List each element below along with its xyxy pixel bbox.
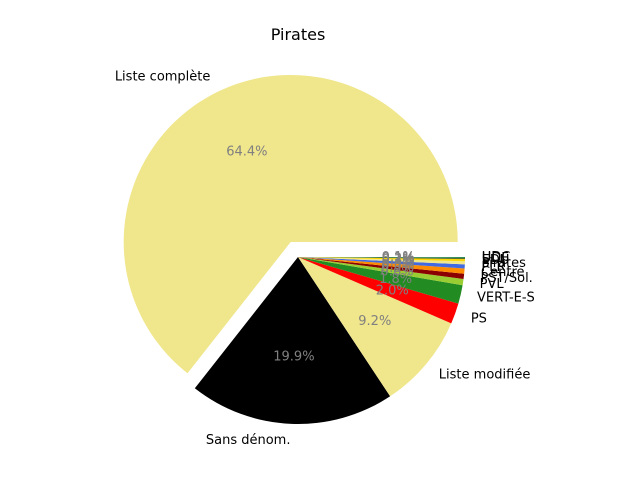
pie-slice-1 — [194, 257, 391, 424]
pie-slices — [123, 74, 465, 424]
slice-label-3: PS — [471, 312, 487, 327]
slice-label-1: Sans dénom. — [206, 433, 291, 448]
slice-percent-3: 2.0% — [376, 283, 409, 298]
pie-slice-4 — [298, 257, 463, 304]
pie-labels: Liste complète Sans dénom. Liste modifiée P… — [115, 69, 535, 448]
pie-slice-10 — [298, 257, 465, 262]
slice-label-5: PVL — [480, 277, 505, 292]
slice-label-7: Centre — [481, 265, 524, 280]
slice-label-12: UDC — [482, 250, 511, 265]
pie-slice-11 — [298, 257, 465, 260]
slice-percent-12: 0.1% — [382, 250, 415, 265]
slice-label-11: UDF — [482, 251, 509, 266]
slice-percent-4: 1.8% — [379, 272, 412, 287]
slice-percent-9: 0.3% — [382, 253, 415, 268]
slice-percent-5: 0.6% — [381, 265, 414, 280]
slice-label-4: VERT-E-S — [477, 291, 535, 306]
pie-percent-labels: 64.4%19.9%9.2%2.0%1.8%0.6%0.5%0.5%0.4%0.… — [226, 144, 414, 364]
slice-label-2: Liste modifiée — [439, 367, 531, 382]
chart-title: Pirates — [271, 25, 326, 44]
pie-slice-9 — [298, 257, 465, 265]
slice-label-8: PLR — [481, 260, 505, 275]
slice-percent-1: 19.9% — [273, 350, 314, 365]
slice-percent-8: 0.4% — [382, 255, 415, 270]
slice-percent-11: 0.1% — [382, 250, 415, 265]
pie-slice-2 — [298, 257, 452, 397]
slice-percent-0: 64.4% — [226, 144, 267, 159]
slice-label-6: PST/Sol. — [480, 271, 532, 286]
pie-slice-6 — [298, 257, 465, 279]
pie-slice-5 — [298, 257, 464, 286]
slice-label-0: Liste complète — [115, 69, 211, 84]
slice-percent-6: 0.5% — [381, 261, 414, 276]
pie-slice-0 — [123, 74, 458, 374]
slice-percent-2: 9.2% — [358, 314, 391, 329]
slice-label-10: EDU — [482, 253, 510, 268]
pie-slice-12 — [298, 257, 465, 259]
slice-label-9: Pirates — [482, 256, 527, 271]
pie-slice-3 — [298, 257, 459, 324]
pie-slice-8 — [298, 257, 465, 269]
slice-percent-7: 0.5% — [381, 258, 414, 273]
slice-percent-10: 0.2% — [382, 251, 415, 266]
pie-slice-7 — [298, 257, 465, 274]
